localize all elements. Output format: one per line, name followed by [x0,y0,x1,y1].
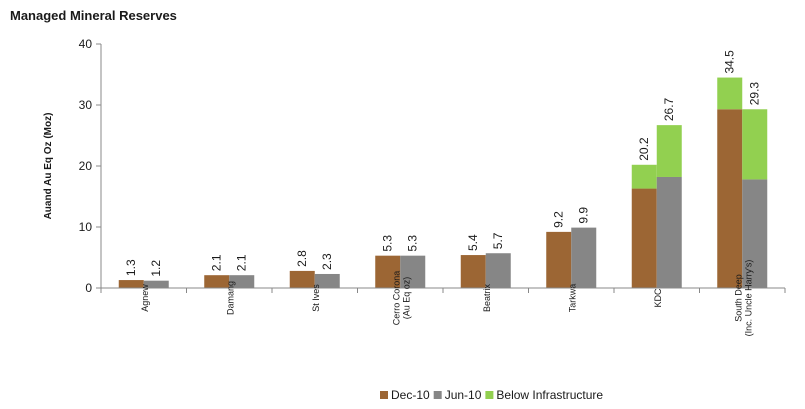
category-label-line: (Au Eq oz) [401,277,411,320]
bar-below-infrastructure [656,125,682,177]
bar-below-infrastructure [717,77,743,110]
category-label-line: Cerro Corona [391,271,401,326]
category-label: Cerro Corona(Au Eq oz) [391,271,411,326]
bar-jun-10 [485,253,511,288]
legend-swatch [380,391,388,399]
data-label: 9.9 [577,207,591,224]
bar-jun-10 [229,275,255,288]
y-tick-label: 10 [79,220,93,234]
category-label-line: (Inc. Uncle Harry's) [743,260,753,337]
bar-dec-10 [289,270,315,288]
category-label-line: KDC [653,288,663,308]
y-tick-label: 0 [85,281,92,295]
data-label: 5.3 [381,235,395,252]
bar-dec-10 [717,109,743,289]
legend-label: Dec-10 [391,388,430,402]
data-label: 5.7 [491,232,505,249]
y-tick-label: 20 [79,159,93,173]
y-axis-title: Auand Au Eq Oz (Moz) [43,113,54,220]
category-label: Tarkwa [567,284,577,313]
bar-dec-10 [546,231,572,288]
axes-layer: 0 10 20 30 40 [79,37,786,295]
bar-dec-10 [375,255,401,288]
bar-jun-10 [742,179,768,288]
data-label: 1.2 [149,260,163,277]
category-label: St Ives [311,284,321,312]
category-label-line: Damang [225,281,235,315]
legend-swatch [485,391,494,399]
legend-label: Jun-10 [445,388,482,402]
data-label: 2.1 [210,254,224,271]
data-label: 1.3 [124,259,138,276]
data-label: 2.3 [320,253,334,270]
data-label: 5.3 [406,235,420,252]
category-label: South Deep(Inc. Uncle Harry's) [733,260,753,337]
bar-below-infrastructure [742,109,768,180]
category-label-line: St Ives [311,284,321,312]
category-label: Beatrix [482,283,492,312]
category-label-line: Tarkwa [567,284,577,313]
bar-jun-10 [400,255,426,288]
data-label: 2.1 [235,254,249,271]
bar-dec-10 [631,188,657,288]
category-label-line: Agnew [140,284,150,312]
bar-dec-10 [118,280,144,288]
legend-label: Below Infrastructure [496,388,603,402]
legend-swatch [433,391,442,399]
y-tick-label: 30 [79,98,93,112]
category-label: Agnew [140,284,150,312]
data-label: 34.5 [723,50,737,74]
bars-layer [118,77,768,289]
bar-dec-10 [204,275,230,288]
bar-dec-10 [460,255,486,288]
category-label-line: Beatrix [482,283,492,312]
bar-jun-10 [143,280,169,288]
data-label: 5.4 [466,234,480,251]
bar-jun-10 [656,176,682,288]
bar-jun-10 [314,273,340,288]
data-label: 26.7 [662,97,676,121]
y-tick-label: 40 [79,37,93,51]
bar-below-infrastructure [631,164,657,189]
category-label: KDC [653,288,663,308]
data-label: 29.3 [748,82,762,106]
data-label: 20.2 [637,137,651,161]
category-label-line: South Deep [733,274,743,322]
chart-title: Managed Mineral Reserves [10,8,177,23]
data-label: 9.2 [552,211,566,228]
legend: Dec-10 Jun-10 Below Infrastructure [380,388,603,402]
category-label: Damang [225,281,235,315]
bar-jun-10 [571,227,597,288]
data-label: 2.8 [295,250,309,267]
